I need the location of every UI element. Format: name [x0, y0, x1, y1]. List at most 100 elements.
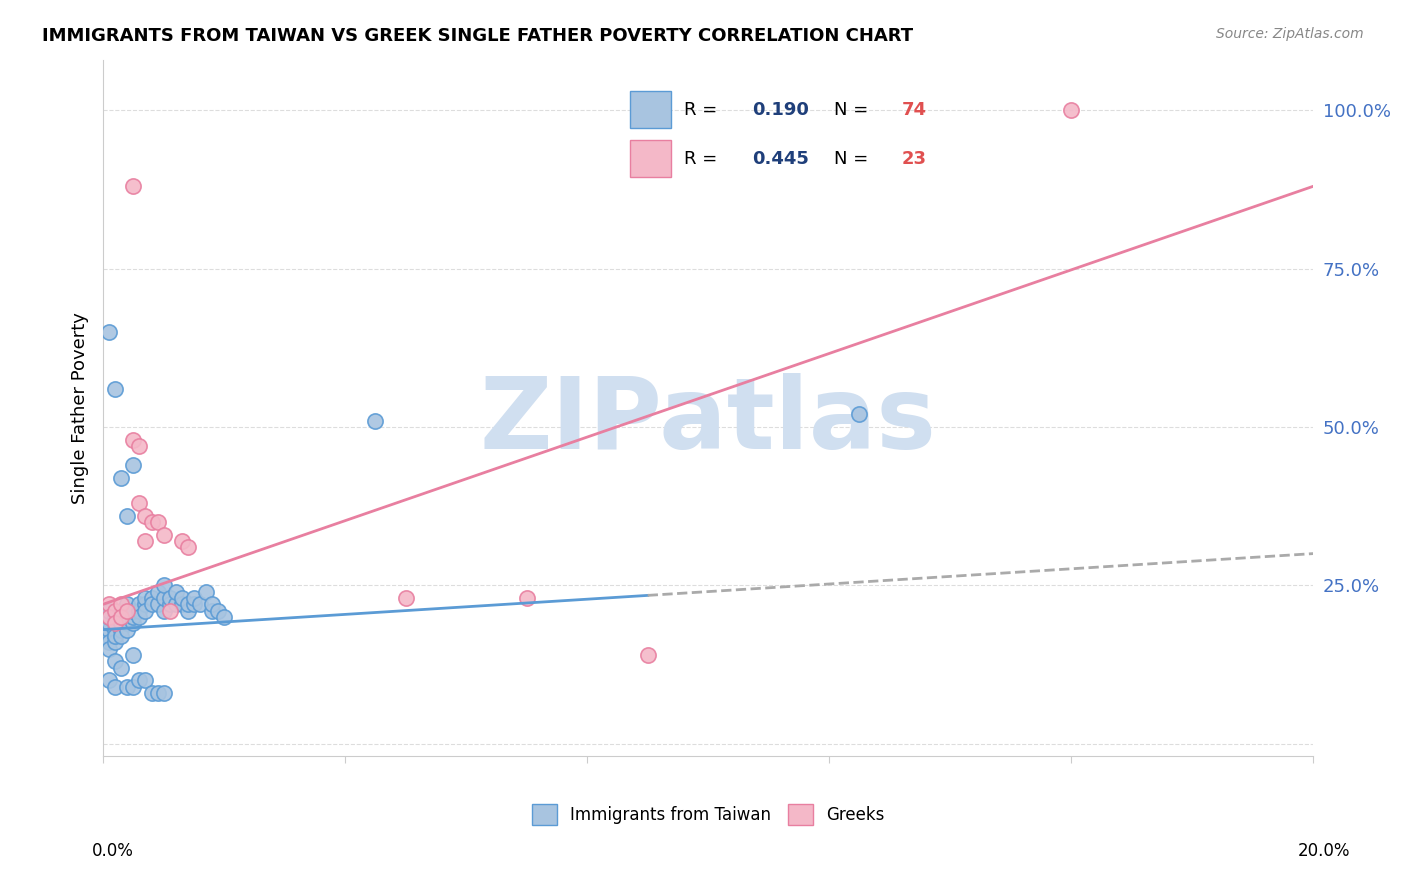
Point	[117, 508, 139, 523]
Point	[122, 680, 145, 694]
Point	[104, 610, 127, 624]
Point	[188, 597, 211, 611]
Point	[128, 604, 150, 618]
Text: ZIPatlas: ZIPatlas	[479, 374, 936, 470]
Point	[98, 610, 121, 624]
Point	[98, 325, 121, 339]
Point	[122, 458, 145, 472]
Point	[122, 610, 145, 624]
Text: Source: ZipAtlas.com: Source: ZipAtlas.com	[1216, 27, 1364, 41]
Point	[141, 591, 163, 605]
Point	[110, 629, 132, 643]
Point	[141, 515, 163, 529]
Point	[117, 610, 139, 624]
Text: 0.0%: 0.0%	[91, 842, 134, 860]
Point	[122, 433, 145, 447]
Point	[134, 508, 156, 523]
Point	[104, 629, 127, 643]
Point	[128, 610, 150, 624]
Point	[183, 591, 205, 605]
Legend: Immigrants from Taiwan, Greeks: Immigrants from Taiwan, Greeks	[531, 805, 884, 824]
Point	[110, 660, 132, 674]
Point	[516, 591, 538, 605]
Point	[98, 629, 121, 643]
Point	[104, 635, 127, 649]
Point	[177, 597, 200, 611]
Point	[128, 673, 150, 688]
Point	[152, 578, 174, 592]
Point	[98, 635, 121, 649]
Point	[117, 604, 139, 618]
Point	[128, 439, 150, 453]
Point	[152, 686, 174, 700]
Point	[170, 591, 193, 605]
Point	[104, 623, 127, 637]
Point	[104, 680, 127, 694]
Point	[170, 597, 193, 611]
Point	[395, 591, 418, 605]
Point	[104, 616, 127, 631]
Point	[104, 604, 127, 618]
Point	[1060, 103, 1083, 118]
Text: IMMIGRANTS FROM TAIWAN VS GREEK SINGLE FATHER POVERTY CORRELATION CHART: IMMIGRANTS FROM TAIWAN VS GREEK SINGLE F…	[42, 27, 914, 45]
Point	[98, 623, 121, 637]
Point	[117, 623, 139, 637]
Point	[98, 597, 121, 611]
Point	[122, 179, 145, 194]
Point	[98, 604, 121, 618]
Point	[183, 597, 205, 611]
Point	[207, 604, 229, 618]
Point	[177, 604, 200, 618]
Point	[159, 604, 181, 618]
Point	[195, 584, 218, 599]
Point	[110, 604, 132, 618]
Point	[364, 414, 387, 428]
Point	[134, 597, 156, 611]
Point	[134, 673, 156, 688]
Point	[122, 604, 145, 618]
Point	[98, 673, 121, 688]
Point	[146, 597, 169, 611]
Point	[637, 648, 659, 662]
Point	[128, 496, 150, 510]
Point	[98, 641, 121, 656]
Point	[110, 623, 132, 637]
Point	[152, 527, 174, 541]
Point	[104, 382, 127, 396]
Point	[134, 604, 156, 618]
Point	[201, 597, 224, 611]
Point	[201, 604, 224, 618]
Point	[134, 533, 156, 548]
Y-axis label: Single Father Poverty: Single Father Poverty	[72, 312, 89, 504]
Point	[117, 616, 139, 631]
Point	[141, 597, 163, 611]
Point	[146, 584, 169, 599]
Point	[146, 515, 169, 529]
Point	[110, 470, 132, 484]
Point	[848, 407, 870, 421]
Point	[110, 597, 132, 611]
Text: 20.0%: 20.0%	[1298, 842, 1350, 860]
Point	[122, 616, 145, 631]
Point	[110, 616, 132, 631]
Point	[117, 680, 139, 694]
Point	[165, 584, 187, 599]
Point	[159, 591, 181, 605]
Point	[165, 597, 187, 611]
Point	[146, 686, 169, 700]
Point	[170, 533, 193, 548]
Point	[104, 616, 127, 631]
Point	[141, 686, 163, 700]
Point	[152, 604, 174, 618]
Point	[98, 610, 121, 624]
Point	[134, 591, 156, 605]
Point	[110, 610, 132, 624]
Point	[159, 597, 181, 611]
Point	[122, 648, 145, 662]
Point	[128, 597, 150, 611]
Point	[104, 654, 127, 668]
Point	[152, 591, 174, 605]
Point	[212, 610, 235, 624]
Point	[117, 597, 139, 611]
Point	[177, 541, 200, 555]
